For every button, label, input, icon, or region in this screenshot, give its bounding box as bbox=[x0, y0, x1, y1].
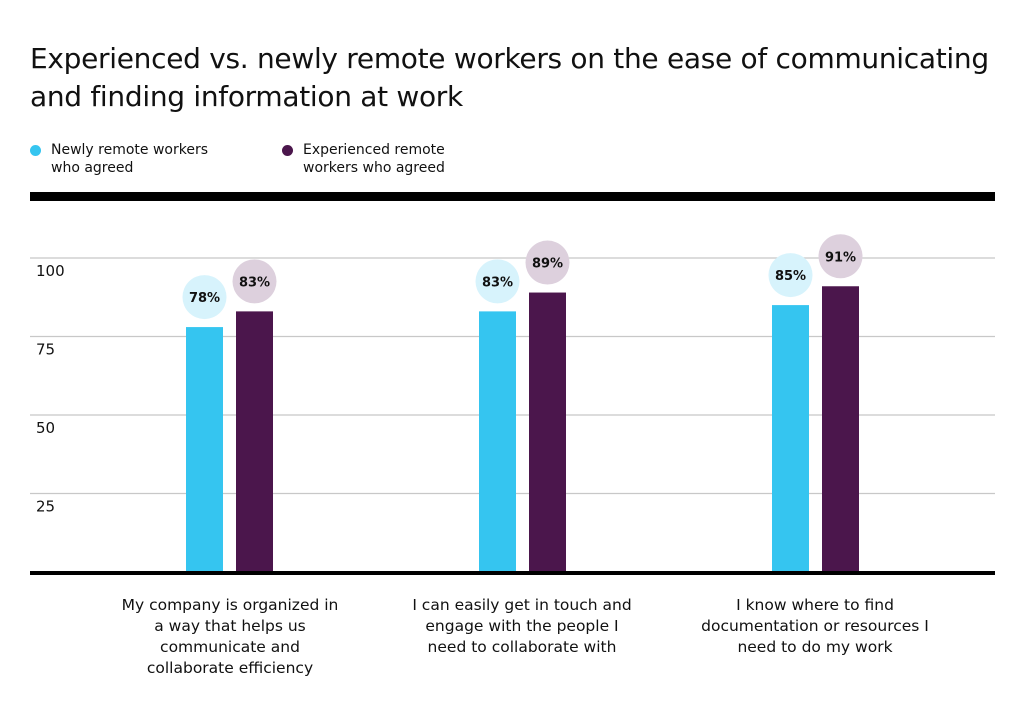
value-bubble bbox=[232, 259, 277, 304]
data-label: 83% bbox=[482, 275, 513, 290]
legend-swatch-newly-remote bbox=[30, 145, 41, 156]
data-label: 91% bbox=[825, 250, 856, 265]
value-bubble bbox=[525, 240, 570, 285]
value-bubble bbox=[768, 253, 813, 298]
y-tick-label: 75 bbox=[36, 341, 55, 359]
bar bbox=[186, 327, 223, 572]
value-bubble bbox=[182, 275, 227, 320]
data-label: 89% bbox=[532, 257, 563, 272]
legend-swatch-experienced-remote bbox=[282, 145, 293, 156]
value-bubble bbox=[818, 234, 863, 279]
category-label: I can easily get in touch and engage wit… bbox=[412, 596, 632, 656]
legend-item-experienced-remote: Experienced remote workers who agreed bbox=[282, 141, 463, 177]
y-tick-label: 100 bbox=[36, 262, 65, 280]
data-label: 78% bbox=[189, 291, 220, 306]
bar bbox=[479, 311, 516, 572]
bar bbox=[236, 311, 273, 572]
y-tick-label: 25 bbox=[36, 498, 55, 516]
legend-item-newly-remote: Newly remote workers who agreed bbox=[30, 141, 211, 177]
legend-label: Newly remote workers who agreed bbox=[51, 142, 209, 176]
data-label: 85% bbox=[775, 269, 806, 284]
y-tick-label: 50 bbox=[36, 419, 55, 437]
category-label: My company is organized in a way that he… bbox=[121, 596, 339, 677]
category-label: I know where to find documentation or re… bbox=[701, 596, 929, 656]
top-rule bbox=[30, 192, 995, 201]
x-axis-baseline bbox=[30, 571, 995, 575]
value-bubble bbox=[475, 259, 520, 304]
data-label: 83% bbox=[239, 275, 270, 290]
bar bbox=[529, 292, 566, 572]
legend-label: Experienced remote workers who agreed bbox=[303, 142, 445, 176]
bar bbox=[772, 305, 809, 572]
bar bbox=[822, 286, 859, 572]
chart-title: Experienced vs. newly remote workers on … bbox=[30, 42, 989, 113]
